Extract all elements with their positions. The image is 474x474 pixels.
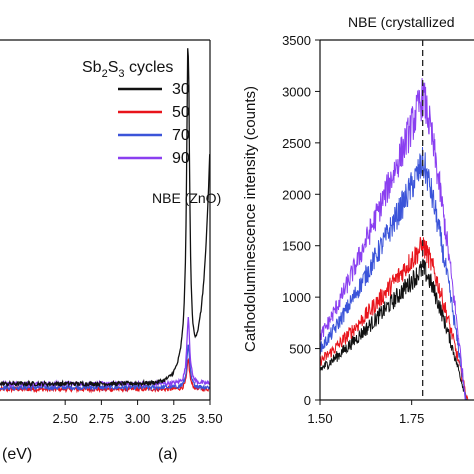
legend-title-part: cycles (125, 59, 174, 76)
right-y-tick-label: 1000 (282, 290, 311, 305)
legend-label-90: 90 (172, 150, 190, 167)
right-x-tick-label: 1.75 (399, 411, 424, 426)
right-y-tick-label: 1500 (282, 239, 311, 254)
legend-title-sub: 2 (102, 68, 108, 80)
right-y-ticks: 0 500 1000 1500 2000 2500 3000 3500 (282, 33, 320, 408)
legend-title-sub: 3 (118, 68, 124, 80)
right-x-ticks: 1.50 1.75 (307, 400, 424, 426)
left-panel: 2.50 2.75 3.00 3.25 3.50 (eV) (a) NBE (ZnO) … (0, 39, 223, 463)
left-panel-label: (a) (158, 446, 178, 463)
right-series-30 (319, 258, 474, 401)
left-x-ticks: 2.50 2.75 3.00 3.25 3.50 (53, 400, 223, 426)
right-series-90 (319, 78, 474, 401)
right-ylabel: Cathodoluminescence intensity (counts) (242, 86, 259, 352)
left-x-tick-label: 2.75 (89, 411, 114, 426)
right-y-tick-label: 3500 (282, 33, 311, 48)
right-series-50 (319, 236, 474, 401)
right-series-group (319, 78, 474, 401)
right-y-tick-label: 3000 (282, 84, 311, 99)
left-series-90 (0, 317, 211, 389)
legend-label-30: 30 (172, 81, 190, 98)
legend-title-part: S (108, 59, 119, 76)
right-y-tick-label: 2000 (282, 187, 311, 202)
legend-label-50: 50 (172, 104, 190, 121)
left-series-50 (0, 357, 211, 394)
left-x-tick-label: 3.50 (197, 411, 222, 426)
right-annotation: NBE (crystallized (348, 14, 455, 30)
right-panel: 0 500 1000 1500 2000 2500 3000 3500 1.50 1.75 NB… (242, 14, 474, 426)
right-y-tick-label: 500 (289, 342, 311, 357)
right-x-tick-label: 1.50 (307, 411, 332, 426)
left-xlabel: (eV) (2, 446, 32, 463)
right-series-70 (319, 146, 474, 401)
left-x-tick-label: 2.50 (53, 411, 78, 426)
legend: 30 50 70 90 (118, 81, 190, 167)
left-x-tick-label: 3.25 (161, 411, 186, 426)
left-annotation: NBE (ZnO) (152, 190, 221, 206)
right-y-tick-label: 0 (304, 393, 311, 408)
legend-title: Sb2S3 cycles (82, 59, 173, 80)
left-series-30 (0, 48, 211, 389)
left-series-group (0, 48, 211, 394)
legend-title-part: Sb (82, 59, 102, 76)
legend-label-70: 70 (172, 127, 190, 144)
right-y-tick-label: 2500 (282, 136, 311, 151)
left-x-tick-label: 3.00 (125, 411, 150, 426)
